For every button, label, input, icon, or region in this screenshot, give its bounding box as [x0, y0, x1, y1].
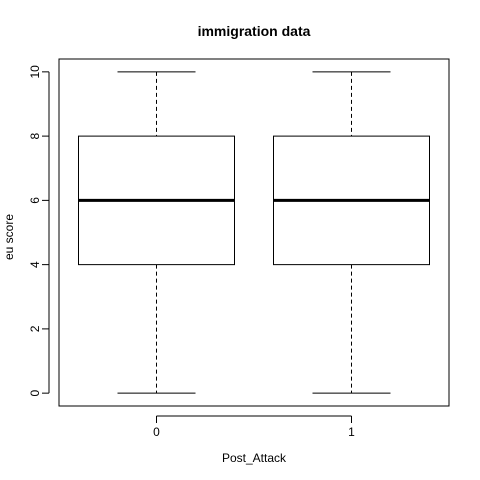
- y-tick-label: 0: [28, 389, 42, 396]
- y-tick-label: 8: [28, 132, 42, 139]
- x-tick-label: 0: [153, 425, 160, 439]
- y-tick-label: 6: [28, 197, 42, 204]
- y-axis-label: eu score: [2, 214, 16, 260]
- plot-frame: [58, 58, 450, 407]
- chart-title: immigration data: [198, 23, 311, 39]
- y-tick-label: 10: [28, 65, 42, 79]
- x-tick-label: 1: [348, 425, 355, 439]
- box-0: [78, 71, 235, 394]
- y-tick-label: 2: [28, 325, 42, 332]
- x-axis-label: Post_Attack: [222, 451, 287, 465]
- box-1: [273, 71, 430, 394]
- y-axis: 0 2 4 6 8 10: [28, 65, 50, 396]
- boxes: [78, 71, 430, 394]
- y-tick-label: 4: [28, 261, 42, 268]
